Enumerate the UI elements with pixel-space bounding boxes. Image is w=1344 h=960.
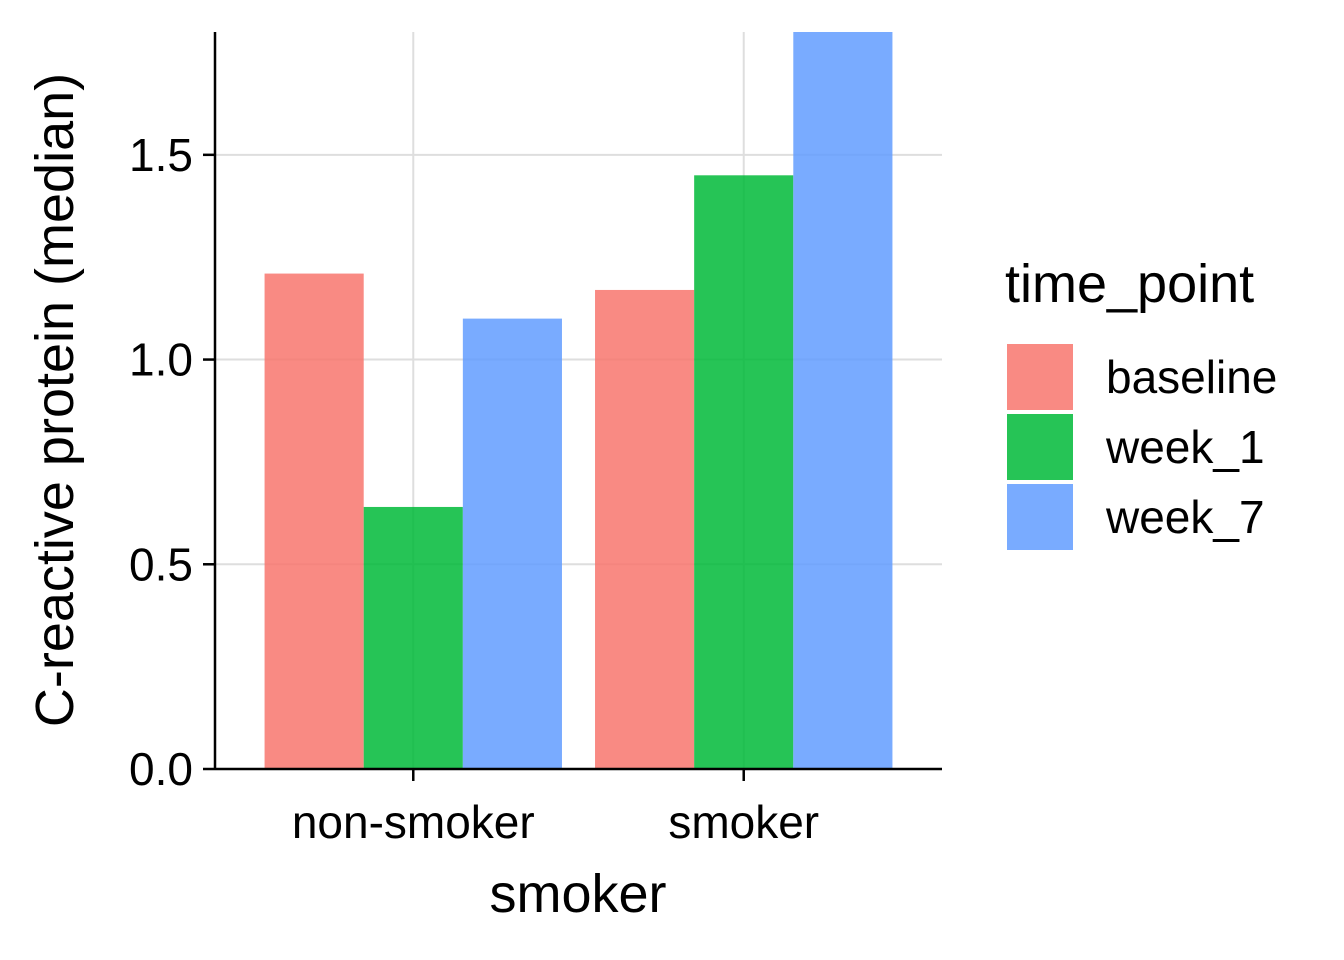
bar-week_1-smoker <box>694 175 794 770</box>
legend-label-week_7: week_7 <box>1105 491 1265 543</box>
legend-items: baseline week_1 week_7 <box>1007 344 1277 550</box>
legend-label-week_1: week_1 <box>1105 421 1265 473</box>
bar-baseline-non-smoker <box>264 273 364 769</box>
bar-week_1-non-smoker <box>363 506 463 769</box>
y-tick-label: 1.0 <box>129 334 193 386</box>
y-tick-label: 1.5 <box>129 129 193 181</box>
legend-key-week_1 <box>1007 414 1073 480</box>
bar-baseline-smoker <box>595 289 695 769</box>
y-tick-label: 0.0 <box>129 743 193 795</box>
legend-key-baseline <box>1007 344 1073 410</box>
bar-week_7-smoker <box>793 32 893 769</box>
bar-week_7-non-smoker <box>462 318 562 769</box>
legend-label-baseline: baseline <box>1106 351 1277 403</box>
x-tick-label: smoker <box>668 796 819 848</box>
y-axis-title: C-reactive protein (median) <box>25 73 85 727</box>
legend-key-week_7 <box>1007 484 1073 550</box>
x-axis-title: smoker <box>489 864 666 924</box>
bars <box>264 32 893 770</box>
y-ticks: 0.0 0.5 1.0 1.5 <box>129 129 215 795</box>
y-tick-label: 0.5 <box>129 538 193 590</box>
legend-title: time_point <box>1005 254 1254 314</box>
x-tick-label: non-smoker <box>292 796 535 848</box>
legend: time_point baseline week_1 week_7 <box>1005 254 1277 550</box>
x-ticks: non-smoker smoker <box>292 769 819 848</box>
